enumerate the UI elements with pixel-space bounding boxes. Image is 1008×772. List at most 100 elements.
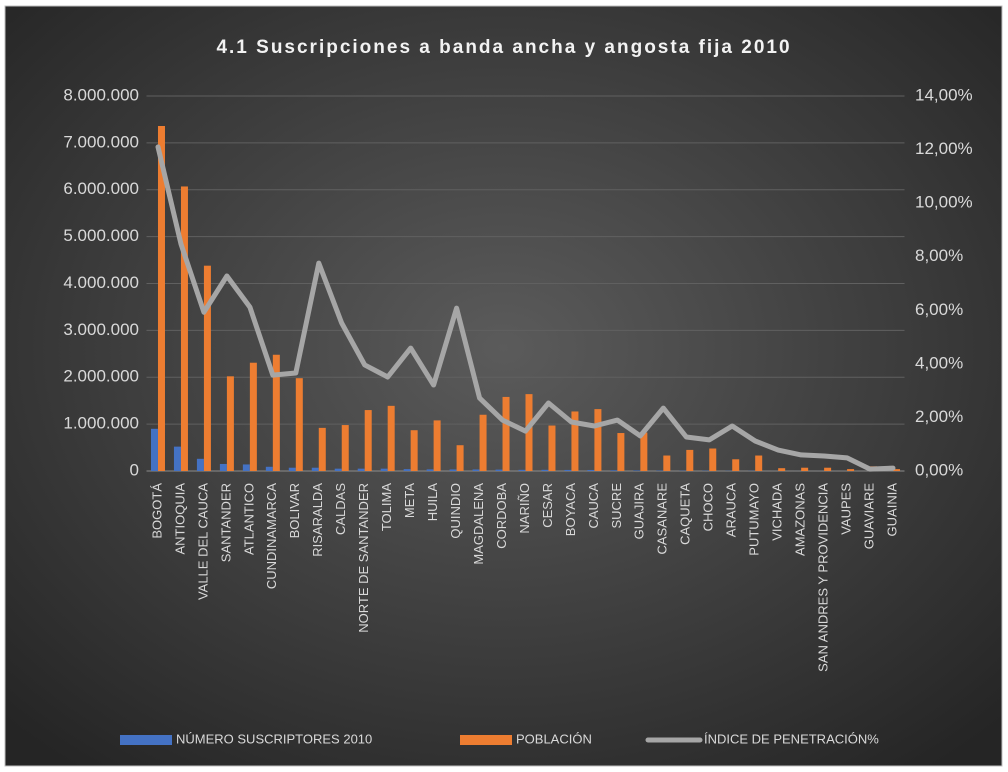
bar bbox=[564, 469, 572, 471]
bar bbox=[380, 468, 388, 471]
x-tick-label: CESAR bbox=[540, 483, 555, 528]
bar bbox=[242, 464, 250, 471]
bar bbox=[318, 427, 326, 471]
bar bbox=[472, 469, 480, 471]
bar bbox=[157, 126, 165, 471]
bar bbox=[226, 376, 234, 471]
x-tick-label: NORTE DE SANTANDER bbox=[356, 483, 371, 633]
y2-tick-label: 0,00% bbox=[915, 460, 963, 479]
x-tick-label: HUILA bbox=[425, 483, 440, 522]
bar bbox=[541, 469, 549, 471]
legend-swatch bbox=[120, 735, 172, 745]
y-tick-label: 3.000.000 bbox=[63, 320, 139, 339]
y2-tick-label: 10,00% bbox=[915, 193, 973, 212]
x-tick-label: SUCRE bbox=[609, 483, 624, 529]
x-tick-label: CALDAS bbox=[333, 483, 348, 535]
y-tick-label: 0 bbox=[130, 460, 139, 479]
x-tick-label: VICHADA bbox=[770, 483, 785, 541]
y2-tick-label: 14,00% bbox=[915, 85, 973, 104]
bar bbox=[180, 186, 188, 471]
x-tick-label: BOGOTÁ bbox=[149, 483, 164, 539]
bar bbox=[387, 405, 395, 471]
x-tick-label: PUTUMAYO bbox=[747, 483, 762, 556]
bar bbox=[341, 425, 349, 471]
x-tick-label: ATLANTICO bbox=[241, 483, 256, 555]
bar bbox=[525, 394, 533, 471]
bar bbox=[594, 409, 602, 471]
x-tick-label: CUNDINAMARCA bbox=[264, 483, 279, 590]
x-tick-label: GUAVIARE bbox=[861, 483, 876, 550]
bar bbox=[847, 469, 855, 471]
bar bbox=[403, 469, 411, 471]
x-tick-label: VAUPES bbox=[839, 483, 854, 535]
y2-tick-label: 4,00% bbox=[915, 353, 963, 372]
bar bbox=[709, 448, 717, 471]
y-tick-label: 6.000.000 bbox=[63, 179, 139, 198]
y2-tick-label: 12,00% bbox=[915, 139, 973, 158]
bar bbox=[456, 445, 464, 471]
bar bbox=[196, 458, 204, 471]
x-tick-label: MAGDALENA bbox=[471, 483, 486, 565]
x-tick-label: CASANARE bbox=[655, 483, 670, 555]
bar bbox=[502, 396, 510, 471]
x-tick-label: AMAZONAS bbox=[793, 483, 808, 556]
bar bbox=[219, 463, 227, 471]
bar bbox=[249, 362, 257, 471]
x-tick-label: ANTIOQUIA bbox=[172, 483, 187, 555]
bar bbox=[571, 411, 579, 471]
bar bbox=[288, 467, 296, 471]
bar bbox=[617, 433, 625, 471]
x-tick-label: CORDOBA bbox=[494, 483, 509, 549]
x-tick-label: GUAJIRA bbox=[632, 483, 647, 540]
x-tick-label: RISARALDA bbox=[310, 483, 325, 557]
legend-label: NÚMERO SUSCRIPTORES 2010 bbox=[176, 731, 372, 746]
bar bbox=[449, 469, 457, 471]
legend-swatch bbox=[460, 735, 512, 745]
y-tick-label: 8.000.000 bbox=[63, 85, 139, 104]
x-tick-label: GUAINIA bbox=[884, 483, 899, 537]
y-tick-label: 4.000.000 bbox=[63, 273, 139, 292]
bar bbox=[364, 410, 372, 471]
x-tick-label: TOLIMA bbox=[379, 483, 394, 531]
legend-label: ÍNDICE DE PENETRACIÓN% bbox=[704, 731, 879, 746]
y2-tick-label: 2,00% bbox=[915, 407, 963, 426]
x-tick-label: CHOCO bbox=[701, 483, 716, 531]
y2-tick-label: 6,00% bbox=[915, 300, 963, 319]
bar bbox=[548, 425, 556, 471]
x-tick-label: VALLE DEL CAUCA bbox=[195, 483, 210, 600]
bar bbox=[663, 455, 671, 471]
x-tick-label: META bbox=[402, 483, 417, 518]
y-tick-label: 2.000.000 bbox=[63, 367, 139, 386]
bar bbox=[893, 469, 901, 471]
bar bbox=[610, 470, 618, 471]
chart-title: 4.1 Suscripciones a banda ancha y angost… bbox=[216, 37, 791, 58]
x-tick-label: SAN ANDRES Y PROVIDENCIA bbox=[816, 483, 831, 672]
bar bbox=[311, 467, 319, 471]
bar bbox=[801, 467, 809, 471]
x-tick-label: SANTANDER bbox=[218, 483, 233, 562]
bar bbox=[755, 455, 763, 471]
x-tick-label: CAQUETA bbox=[678, 483, 693, 545]
x-tick-label: ARAUCA bbox=[724, 483, 739, 538]
bar bbox=[334, 468, 342, 471]
bar bbox=[495, 469, 503, 471]
y2-tick-label: 8,00% bbox=[915, 246, 963, 265]
y-tick-label: 1.000.000 bbox=[63, 414, 139, 433]
x-tick-label: BOLIVAR bbox=[287, 483, 302, 538]
x-tick-label: NARIÑO bbox=[517, 483, 532, 534]
bar bbox=[587, 469, 595, 471]
chart-area bbox=[4, 5, 1003, 767]
bar bbox=[150, 428, 158, 471]
bar bbox=[433, 420, 441, 471]
bar bbox=[640, 432, 648, 471]
bar bbox=[410, 430, 418, 471]
line-series bbox=[155, 144, 896, 472]
bar bbox=[272, 354, 280, 471]
bar bbox=[203, 265, 211, 471]
x-tick-label: BOYACA bbox=[563, 483, 578, 537]
y-tick-label: 5.000.000 bbox=[63, 226, 139, 245]
bar bbox=[778, 468, 786, 471]
bar bbox=[426, 469, 434, 471]
